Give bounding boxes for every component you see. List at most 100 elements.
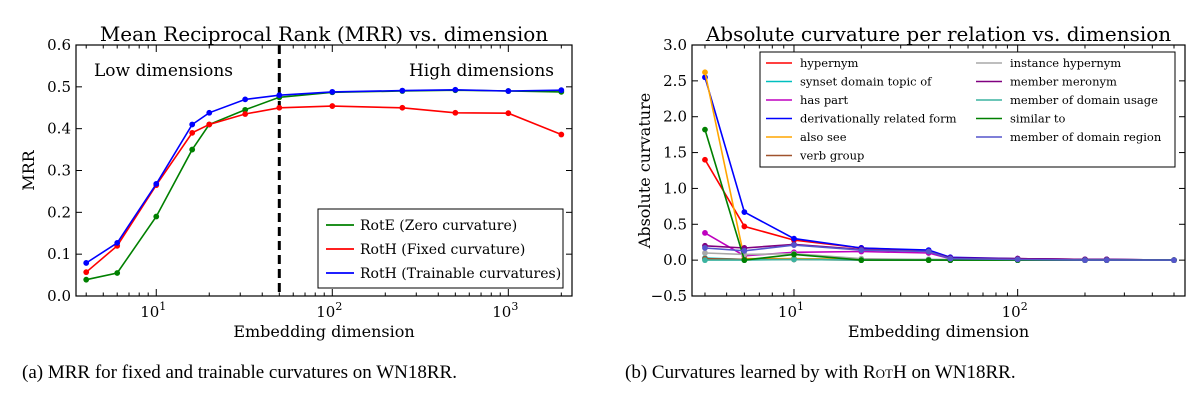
data-point <box>558 87 565 94</box>
data-point <box>558 131 565 138</box>
plot-frame <box>691 44 1186 297</box>
legend-label: similar to <box>1010 112 1065 126</box>
data-point <box>741 223 748 230</box>
data-point <box>702 126 708 133</box>
data-point <box>702 250 708 256</box>
y-tick-label: 1.5 <box>663 144 687 162</box>
data-point <box>1171 257 1177 264</box>
data-point <box>702 229 708 236</box>
data-point <box>189 129 196 136</box>
legend-label: RotE (Zero curvature) <box>360 218 517 234</box>
data-point <box>153 213 160 220</box>
data-point <box>791 251 797 258</box>
legend-label: has part <box>800 93 849 107</box>
x-axis-label: Embedding dimension <box>233 322 414 341</box>
y-tick-label: −0.5 <box>651 287 687 305</box>
data-point <box>702 69 708 76</box>
caption-b-method: RotH <box>862 362 907 383</box>
data-point <box>741 209 748 215</box>
data-point <box>189 146 196 153</box>
legend-label: member of domain region <box>1010 130 1162 144</box>
legend-label: synset domain topic of <box>800 75 932 89</box>
caption-b-suffix: on WN18RR. <box>906 362 1016 383</box>
legend-label: instance hypernym <box>1010 56 1121 70</box>
data-point <box>702 156 708 163</box>
series-line <box>704 244 1174 261</box>
y-tick-label: 0.1 <box>47 245 71 263</box>
caption-a: (a) MRR for fixed and trainable curvatur… <box>22 362 457 383</box>
data-point <box>925 257 932 264</box>
legend-label: also see <box>800 130 847 144</box>
legend-label: hypernym <box>800 56 858 70</box>
data-point <box>1014 256 1021 263</box>
chart-panel-a: Mean Reciprocal Rank (MRR) vs. dimension… <box>19 22 573 341</box>
y-tick-label: 1.0 <box>663 179 687 197</box>
data-point <box>242 111 249 117</box>
data-point <box>329 88 336 95</box>
y-tick-label: 0.4 <box>47 120 71 138</box>
legend-label: RotH (Trainable curvatures) <box>360 266 561 282</box>
data-point <box>505 88 512 94</box>
data-point <box>702 257 708 264</box>
y-tick-label: 0.5 <box>47 78 71 96</box>
plot-frame <box>75 44 573 297</box>
data-point <box>114 270 121 276</box>
legend-label: verb group <box>799 149 864 163</box>
data-point <box>399 104 406 111</box>
y-tick-label: 0.0 <box>663 251 687 269</box>
y-tick-label: 2.0 <box>663 108 687 126</box>
y-tick-label: 0.2 <box>47 203 71 221</box>
data-point <box>242 96 249 103</box>
legend-label: member meronym <box>1010 75 1117 89</box>
legend-label: derivationally related form <box>800 112 957 126</box>
data-point <box>276 104 283 111</box>
y-tick-label: 2.5 <box>663 72 687 90</box>
data-point <box>858 257 865 264</box>
data-point <box>791 256 797 263</box>
chart-title: Absolute curvature per relation vs. dime… <box>705 22 1171 46</box>
data-point <box>858 247 865 254</box>
y-axis-label: Absolute curvature <box>635 93 654 249</box>
series-line <box>85 88 562 264</box>
legend-label: member of domain usage <box>1010 93 1158 107</box>
data-point <box>153 180 160 187</box>
data-point <box>206 121 213 128</box>
legend-label: RotH (Fixed curvature) <box>360 242 525 258</box>
x-axis-label: Embedding dimension <box>848 322 1029 341</box>
data-point <box>702 245 708 251</box>
data-point <box>276 92 283 99</box>
data-point <box>83 276 90 283</box>
y-tick-label: 0.0 <box>47 287 71 305</box>
data-point <box>741 247 748 254</box>
y-tick-label: 3.0 <box>663 36 687 54</box>
annotation-label: Low dimensions <box>94 61 233 81</box>
data-point <box>791 242 797 248</box>
legend-box <box>317 208 564 289</box>
data-point <box>114 239 121 246</box>
annotation-label: High dimensions <box>409 61 554 81</box>
data-point <box>399 87 406 94</box>
data-point <box>452 86 459 93</box>
x-tick-label: 102 <box>316 300 342 321</box>
data-point <box>452 109 459 116</box>
data-point <box>189 121 196 128</box>
data-point <box>947 255 954 262</box>
series-line <box>85 105 562 273</box>
data-point <box>925 248 932 255</box>
x-tick-label: 101 <box>140 300 166 321</box>
x-tick-label: 102 <box>1002 300 1028 321</box>
chart-panel-b: Absolute curvature per relation vs. dime… <box>635 22 1186 341</box>
chart-title: Mean Reciprocal Rank (MRR) vs. dimension <box>100 22 548 46</box>
caption-b-text: (b) Curvatures learned by with <box>625 362 863 383</box>
data-point <box>1103 257 1110 264</box>
y-tick-label: 0.5 <box>663 215 687 233</box>
data-point <box>83 260 90 266</box>
data-point <box>1082 257 1088 264</box>
x-tick-label: 103 <box>492 300 518 321</box>
caption-b: (b) Curvatures learned by with RotH on W… <box>625 362 1016 384</box>
x-tick-label: 101 <box>778 300 804 321</box>
legend-box <box>759 51 1176 168</box>
y-axis-label: MRR <box>19 149 38 190</box>
data-point <box>329 103 336 109</box>
